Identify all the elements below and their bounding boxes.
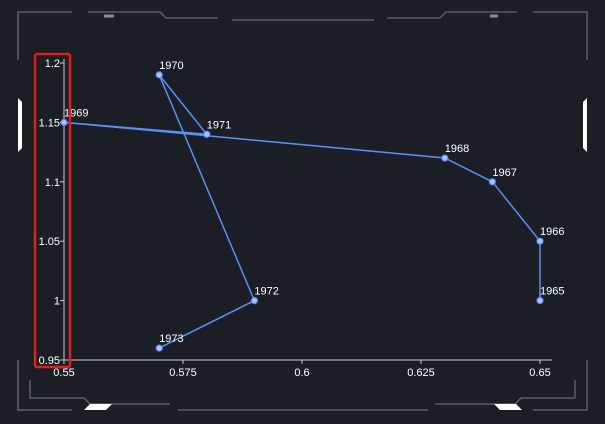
- x-tick-label: 0.55: [53, 367, 74, 379]
- data-point: [250, 297, 258, 305]
- y-tick-label: 1.2: [45, 58, 60, 70]
- x-tick-label: 0.625: [407, 367, 435, 379]
- frame-corner-top-left: [17, 11, 72, 60]
- data-point: [441, 154, 449, 162]
- y-tick-label: 1.1: [45, 177, 60, 189]
- data-point-label: 1966: [540, 226, 564, 238]
- data-point: [536, 297, 544, 305]
- chart-axes: [63, 59, 552, 361]
- data-point-label: 1969: [64, 107, 88, 119]
- data-point-label: 1965: [540, 286, 564, 298]
- y-axis-ticks: 0.95 1 1.05 1.1 1.15 1.2: [39, 58, 64, 367]
- y-tick-label: 1.15: [39, 117, 60, 129]
- data-point-label: 1968: [445, 143, 469, 155]
- x-tick-label: 0.65: [529, 367, 550, 379]
- frame-corner-top-right: [533, 11, 588, 60]
- data-point: [488, 178, 496, 186]
- y-axis-highlight-box: [33, 52, 72, 369]
- data-point-label: 1967: [492, 167, 516, 179]
- frame-corner-bottom-left: [17, 360, 72, 411]
- data-point: [155, 71, 163, 79]
- x-axis-ticks: 0.55 0.575 0.6 0.625 0.65: [53, 360, 551, 379]
- y-tick-label: 0.95: [39, 355, 60, 367]
- data-point-label: 1973: [159, 333, 183, 345]
- data-point-label: 1971: [207, 119, 231, 131]
- data-point: [155, 344, 163, 352]
- data-point: [60, 118, 68, 127]
- data-point-labels: 1965 1966 1967 1968 1969 1971 1970 1972 1973: [64, 60, 564, 345]
- y-tick-label: 1: [54, 296, 60, 308]
- frame-bottom-bevel-right: [435, 380, 576, 405]
- data-points: [60, 71, 544, 352]
- frame-corner-bottom-right: [533, 360, 588, 411]
- data-point-label: 1972: [254, 286, 278, 298]
- data-point: [203, 130, 211, 138]
- frame-side-tab-left: [18, 98, 22, 152]
- frame-side-tab-right: [583, 98, 587, 152]
- frame-top-bevel-right: [387, 11, 517, 19]
- x-tick-label: 0.6: [294, 367, 309, 379]
- x-tick-label: 0.575: [169, 367, 197, 379]
- frame-corners: [17, 11, 588, 411]
- frame-bottom-accent-left: [84, 404, 112, 410]
- frame-bottom-accent-right: [494, 404, 522, 410]
- data-point-label: 1970: [159, 60, 183, 72]
- y-tick-label: 1.05: [39, 236, 60, 248]
- series-line: [63, 74, 541, 349]
- frame-top-bevel-left: [88, 11, 218, 19]
- data-point: [536, 237, 544, 245]
- frame-bottom-bevel-left: [29, 380, 170, 405]
